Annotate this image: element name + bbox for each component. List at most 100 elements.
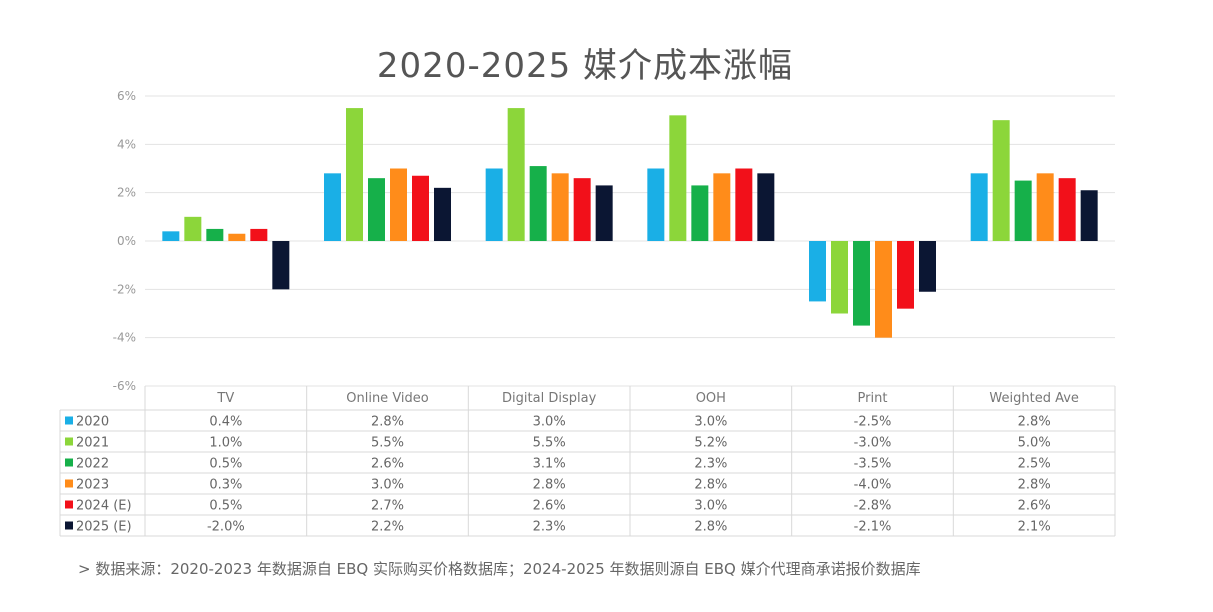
legend-swatch — [65, 416, 73, 425]
data-label: 2.3% — [533, 520, 566, 535]
data-label: 5.5% — [371, 436, 404, 451]
bars — [162, 108, 1098, 338]
bar-2023-tv — [228, 233, 246, 241]
bar-2021-digital-display — [507, 108, 525, 241]
bar-2020-online-video — [324, 173, 341, 241]
data-label: 2.8% — [694, 478, 727, 493]
legend-swatch — [65, 500, 73, 509]
bar-2020-print — [809, 241, 826, 302]
bar-2025-e--digital-display — [595, 185, 613, 241]
category-label: Digital Display — [502, 391, 597, 406]
source-note: > 数据来源：2020-2023 年数据源自 EBQ 实际购买价格数据库；202… — [78, 560, 921, 578]
gridlines: 6% 4% 2% 0% -2% -4% -6% — [113, 89, 1115, 393]
data-label: 2.5% — [1018, 457, 1051, 472]
bar-2021-online-video — [346, 108, 363, 241]
data-label: 2.7% — [371, 499, 404, 514]
data-label: 3.0% — [694, 499, 727, 514]
bar-2022-print — [853, 241, 870, 326]
bar-2023-weighted-ave — [1036, 173, 1054, 241]
data-label: 3.1% — [533, 457, 566, 472]
category-label: Online Video — [346, 391, 429, 406]
data-label: 2.8% — [694, 520, 727, 535]
legend-swatch — [65, 458, 73, 467]
data-label: 2.6% — [1018, 499, 1051, 514]
bar-2025-e--online-video — [434, 187, 451, 241]
legend-swatch — [65, 437, 73, 446]
bar-2021-print — [831, 241, 848, 314]
data-label: -2.1% — [854, 520, 892, 535]
y-tick-label: 6% — [117, 89, 136, 103]
bar-2024-e--weighted-ave — [1058, 178, 1076, 241]
data-label: -2.8% — [854, 499, 892, 514]
data-label: 2.8% — [1018, 415, 1051, 430]
series-label: 2020 — [76, 415, 109, 430]
bar-2021-weighted-ave — [992, 120, 1010, 241]
legend-swatch — [65, 521, 73, 530]
bar-2023-online-video — [390, 168, 407, 241]
bar-2025-e--weighted-ave — [1080, 190, 1098, 241]
data-label: -3.0% — [854, 436, 892, 451]
bar-2024-e--digital-display — [573, 178, 591, 241]
data-label: 3.0% — [694, 415, 727, 430]
y-tick-label: -4% — [113, 331, 136, 345]
bar-2024-e--tv — [250, 228, 268, 241]
y-tick-label: 0% — [117, 234, 136, 248]
bar-2022-tv — [206, 228, 224, 241]
bar-2020-weighted-ave — [970, 173, 988, 241]
bar-2021-tv — [184, 216, 202, 241]
data-label: -2.5% — [854, 415, 892, 430]
bar-2020-ooh — [647, 168, 665, 241]
data-label: -4.0% — [854, 478, 892, 493]
y-tick-label: 4% — [117, 137, 136, 151]
series-label: 2024 (E) — [76, 499, 132, 514]
series-label: 2023 — [76, 478, 109, 493]
y-tick-label: -2% — [113, 282, 136, 296]
legend-swatch — [65, 479, 73, 488]
bar-2025-e--print — [919, 241, 936, 292]
bar-2022-digital-display — [529, 166, 547, 241]
bar-2024-e--ooh — [735, 168, 753, 241]
bar-2022-weighted-ave — [1014, 180, 1032, 241]
series-label: 2025 (E) — [76, 520, 132, 535]
bar-2024-e--online-video — [412, 175, 429, 241]
data-label: 2.8% — [371, 415, 404, 430]
series-label: 2021 — [76, 436, 109, 451]
data-label: 0.5% — [209, 499, 242, 514]
data-label: 3.0% — [533, 415, 566, 430]
bar-2023-ooh — [713, 173, 731, 241]
bar-2024-e--print — [897, 241, 914, 309]
data-label: 0.4% — [209, 415, 242, 430]
bar-2020-tv — [162, 231, 180, 241]
category-label: Print — [858, 391, 888, 406]
data-label: 5.2% — [694, 436, 727, 451]
y-tick-label: -6% — [113, 379, 136, 393]
chart-title: 2020-2025 媒介成本涨幅 — [376, 46, 794, 86]
category-label: OOH — [696, 391, 726, 406]
data-label: 2.2% — [371, 520, 404, 535]
bar-2022-ooh — [691, 185, 709, 241]
category-label: Weighted Ave — [989, 391, 1079, 406]
bar-2021-ooh — [669, 115, 687, 241]
bar-2023-digital-display — [551, 173, 569, 241]
data-label: 5.5% — [533, 436, 566, 451]
data-label: 2.8% — [1018, 478, 1051, 493]
data-table: TV Online Video Digital Display OOH Print Wei… — [59, 386, 1116, 537]
bar-2020-digital-display — [485, 168, 503, 241]
data-label: 2.6% — [533, 499, 566, 514]
data-label: -2.0% — [207, 520, 245, 535]
data-label: 5.0% — [1018, 436, 1051, 451]
series-label: 2022 — [76, 457, 109, 472]
bar-2023-print — [875, 241, 892, 338]
y-tick-label: 2% — [117, 186, 136, 200]
data-label: 2.8% — [533, 478, 566, 493]
data-label: 3.0% — [371, 478, 404, 493]
data-label: 0.3% — [209, 478, 242, 493]
bar-2025-e--ooh — [757, 173, 775, 241]
data-label: 2.1% — [1018, 520, 1051, 535]
data-label: 2.3% — [694, 457, 727, 472]
bar-2022-online-video — [368, 178, 385, 241]
data-label: 1.0% — [209, 436, 242, 451]
data-label: 0.5% — [209, 457, 242, 472]
bar-2025-e--tv — [272, 241, 290, 290]
data-label: 2.6% — [371, 457, 404, 472]
